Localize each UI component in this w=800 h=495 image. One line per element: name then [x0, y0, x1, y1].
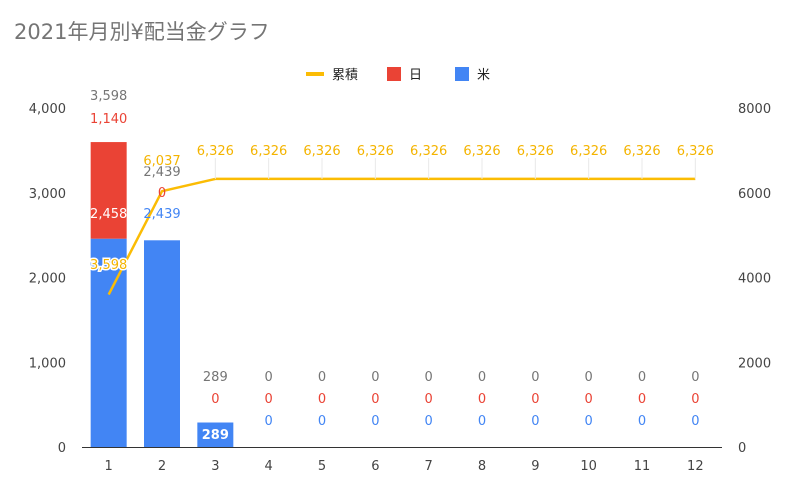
jp-value-label: 0 [638, 392, 646, 407]
total-label: 0 [478, 370, 486, 385]
x-axis-tick-label: 11 [634, 459, 651, 474]
cumulative-value-label: 6,326 [303, 144, 340, 159]
total-label: 289 [203, 370, 228, 385]
total-label: 0 [638, 370, 646, 385]
x-axis-tick-label: 4 [265, 459, 273, 474]
right-axis-tick-label: 2000 [738, 356, 771, 371]
us-value-label: 0 [691, 414, 699, 429]
bar-jp [90, 142, 127, 239]
right-axis-tick-label: 4000 [738, 272, 771, 287]
total-label: 0 [371, 370, 379, 385]
us-value-label: 2,458 [90, 207, 127, 222]
cumulative-value-label: 6,326 [570, 144, 607, 159]
total-label: 0 [265, 370, 273, 385]
cumulative-value-label: 6,326 [410, 144, 447, 159]
cumulative-value-label: 6,326 [357, 144, 394, 159]
chart-title: 2021年月別¥配当金グラフ [14, 20, 270, 44]
left-axis-tick-label: 2,000 [29, 272, 66, 287]
us-value-label: 2,439 [143, 207, 180, 222]
us-value-label: 0 [585, 414, 593, 429]
jp-value-label: 0 [371, 392, 379, 407]
cumulative-value-label: 6,326 [517, 144, 554, 159]
us-value-label: 0 [531, 414, 539, 429]
left-axis-tick-label: 4,000 [29, 102, 66, 117]
total-label: 0 [691, 370, 699, 385]
x-axis-tick-label: 1 [105, 459, 113, 474]
us-value-label: 0 [318, 414, 326, 429]
left-axis-tick-label: 1,000 [29, 356, 66, 371]
x-axis-tick-label: 9 [531, 459, 539, 474]
cumulative-value-label: 6,326 [623, 144, 660, 159]
legend-label: 米 [477, 68, 490, 83]
x-axis-tick-label: 10 [580, 459, 597, 474]
legend-swatch [455, 67, 469, 81]
us-value-label: 0 [425, 414, 433, 429]
x-axis-tick-label: 12 [687, 459, 704, 474]
jp-value-label: 0 [318, 392, 326, 407]
x-axis-tick-label: 6 [371, 459, 379, 474]
jp-value-label: 0 [425, 392, 433, 407]
right-axis-tick-label: 0 [738, 441, 746, 456]
jp-value-label: 0 [691, 392, 699, 407]
cumulative-value-label: 6,326 [197, 144, 234, 159]
total-label: 0 [585, 370, 593, 385]
jp-value-label: 0 [158, 186, 166, 201]
bar-us [197, 422, 234, 447]
jp-value-label: 1,140 [90, 112, 127, 127]
right-axis-tick-label: 6000 [738, 187, 771, 202]
jp-value-label: 0 [478, 392, 486, 407]
us-value-label: 0 [638, 414, 646, 429]
cumulative-line [107, 177, 696, 296]
left-axis-tick-label: 0 [58, 441, 66, 456]
x-axis-tick-label: 2 [158, 459, 166, 474]
x-axis-tick-label: 5 [318, 459, 326, 474]
jp-value-label: 0 [585, 392, 593, 407]
total-label: 0 [531, 370, 539, 385]
legend-label: 日 [409, 68, 422, 83]
right-axis-tick-label: 8000 [738, 102, 771, 117]
cumulative-value-label: 6,037 [143, 154, 180, 169]
jp-value-label: 0 [531, 392, 539, 407]
cumulative-value-label: 3,598 [90, 258, 127, 273]
x-axis-tick-label: 3 [211, 459, 219, 474]
x-axis-tick-label: 8 [478, 459, 486, 474]
bar-us [144, 240, 180, 447]
total-label: 2,439 [143, 165, 180, 180]
total-label: 0 [425, 370, 433, 385]
legend-swatch [387, 67, 401, 81]
legend-label: 累積 [332, 68, 358, 83]
total-label: 0 [318, 370, 326, 385]
left-axis-tick-label: 3,000 [29, 187, 66, 202]
jp-value-label: 0 [265, 392, 273, 407]
cumulative-value-label: 6,326 [677, 144, 714, 159]
us-value-label: 289 [202, 428, 229, 443]
us-value-label: 0 [265, 414, 273, 429]
total-label: 3,598 [90, 89, 127, 104]
x-axis-tick-label: 7 [425, 459, 433, 474]
us-value-label: 0 [478, 414, 486, 429]
cumulative-value-label: 6,326 [250, 144, 287, 159]
us-value-label: 0 [371, 414, 379, 429]
cumulative-value-label: 6,326 [463, 144, 500, 159]
jp-value-label: 0 [211, 392, 219, 407]
